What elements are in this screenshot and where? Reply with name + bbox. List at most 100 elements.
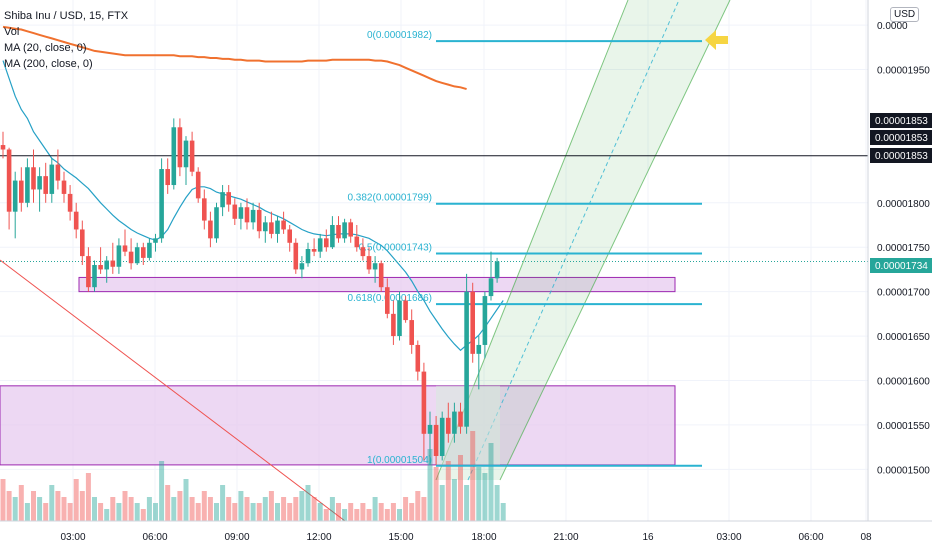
chart-legend: Shiba Inu / USD, 15, FTX Vol MA (20, clo… [4, 8, 128, 72]
volume-bar [366, 509, 372, 521]
candle-body [458, 411, 463, 427]
candle-body [6, 149, 12, 212]
candle-body [189, 140, 195, 172]
volume-bar [262, 497, 268, 521]
candle-body [214, 207, 219, 239]
ma200-legend[interactable]: MA (200, close, 0) [4, 58, 93, 70]
supply-demand-zone [0, 385, 676, 466]
fib-level-label: 1(0.00001504) [367, 455, 432, 466]
candle-body [482, 296, 488, 345]
volume-bar [250, 503, 256, 521]
volume-bar [177, 491, 183, 521]
candle-body [409, 320, 414, 345]
volume-bar [482, 473, 488, 521]
candle-body [134, 247, 140, 264]
volume-bar [299, 491, 305, 521]
candle-body [208, 220, 213, 239]
volume-bar [360, 503, 366, 521]
candle-body [110, 260, 116, 267]
time-tick-label: 21:00 [553, 532, 578, 543]
volume-bar [220, 485, 226, 521]
candle-body [281, 220, 286, 230]
price-tag [870, 113, 932, 128]
volume-bar [207, 497, 213, 521]
time-tick-label: 06:00 [142, 532, 167, 543]
candle-body [366, 256, 372, 270]
volume-bar [415, 491, 421, 521]
ma20-legend[interactable]: MA (20, close, 0) [4, 42, 87, 54]
candle-body [439, 417, 445, 457]
time-tick-label: 12:00 [306, 532, 331, 543]
volume-bar [409, 503, 415, 521]
candle-body [141, 247, 146, 258]
volume-bar [232, 503, 238, 521]
candle-body [92, 264, 97, 288]
fib-level-label: 0.618(0.00001686) [347, 293, 432, 304]
candle-body [202, 198, 207, 221]
volume-legend[interactable]: Vol [4, 26, 20, 38]
volume-bar [61, 497, 67, 521]
candle-body [195, 171, 201, 199]
price-tick-label: 0.00001800 [877, 199, 930, 210]
candle-body [385, 287, 390, 314]
fib-level-label: 0.5(0.00001743) [359, 242, 432, 253]
candle-body [299, 263, 305, 270]
volume-bar [0, 479, 6, 521]
candle-body [86, 256, 91, 288]
volume-bar [18, 485, 24, 521]
volume-bar [134, 503, 140, 521]
candle-body [427, 424, 433, 434]
candle-body [0, 145, 6, 150]
volume-bar [268, 491, 274, 521]
candle-body [348, 222, 353, 237]
time-tick-label: 09:00 [224, 532, 249, 543]
price-tag [870, 258, 932, 273]
volume-bar [397, 509, 402, 521]
price-tag [870, 130, 932, 145]
price-tag-label: 0.00001853 [875, 151, 928, 162]
candle-body [116, 245, 122, 267]
volume-bar [128, 497, 134, 521]
volume-bar [214, 503, 219, 521]
time-tick-label: 08 [860, 532, 872, 543]
volume-bar [171, 497, 177, 521]
volume-bar [378, 503, 384, 521]
symbol-title[interactable]: Shiba Inu / USD, 15, FTX [4, 10, 129, 22]
candle-body [488, 278, 494, 297]
candle-body [159, 169, 164, 239]
channel-fill [436, 0, 730, 480]
volume-bar [6, 491, 12, 521]
candle-body [19, 180, 24, 203]
volume-bar [73, 479, 79, 521]
currency-badge[interactable]: USD [890, 7, 920, 22]
ma200-line [2, 25, 467, 91]
candle-body [287, 229, 292, 243]
time-tick-label: 06:00 [798, 532, 823, 543]
candle-body [464, 291, 469, 427]
volume-bar [427, 449, 433, 521]
volume-bar [146, 497, 152, 521]
volume-bar [226, 497, 232, 521]
volume-bar [201, 491, 207, 521]
candle-body [305, 249, 311, 264]
volume-bar [195, 503, 201, 521]
price-tick-label: 0.00001650 [877, 332, 930, 343]
candle-body [330, 225, 335, 248]
candle-body [324, 238, 329, 248]
candle-body [122, 245, 128, 252]
candle-body [391, 313, 396, 337]
candle-body [256, 209, 262, 232]
volume-bar [153, 503, 158, 521]
candle-body [354, 236, 360, 248]
candle-body [238, 207, 244, 219]
volume-bar [183, 479, 189, 521]
volume-bar [275, 503, 280, 521]
volume-bar [116, 503, 122, 521]
volume-bar [287, 503, 293, 521]
candle-body [67, 193, 73, 212]
candle-body [55, 164, 61, 181]
candle-body [360, 247, 366, 257]
candle-body [421, 371, 427, 434]
candle-body [452, 411, 457, 434]
